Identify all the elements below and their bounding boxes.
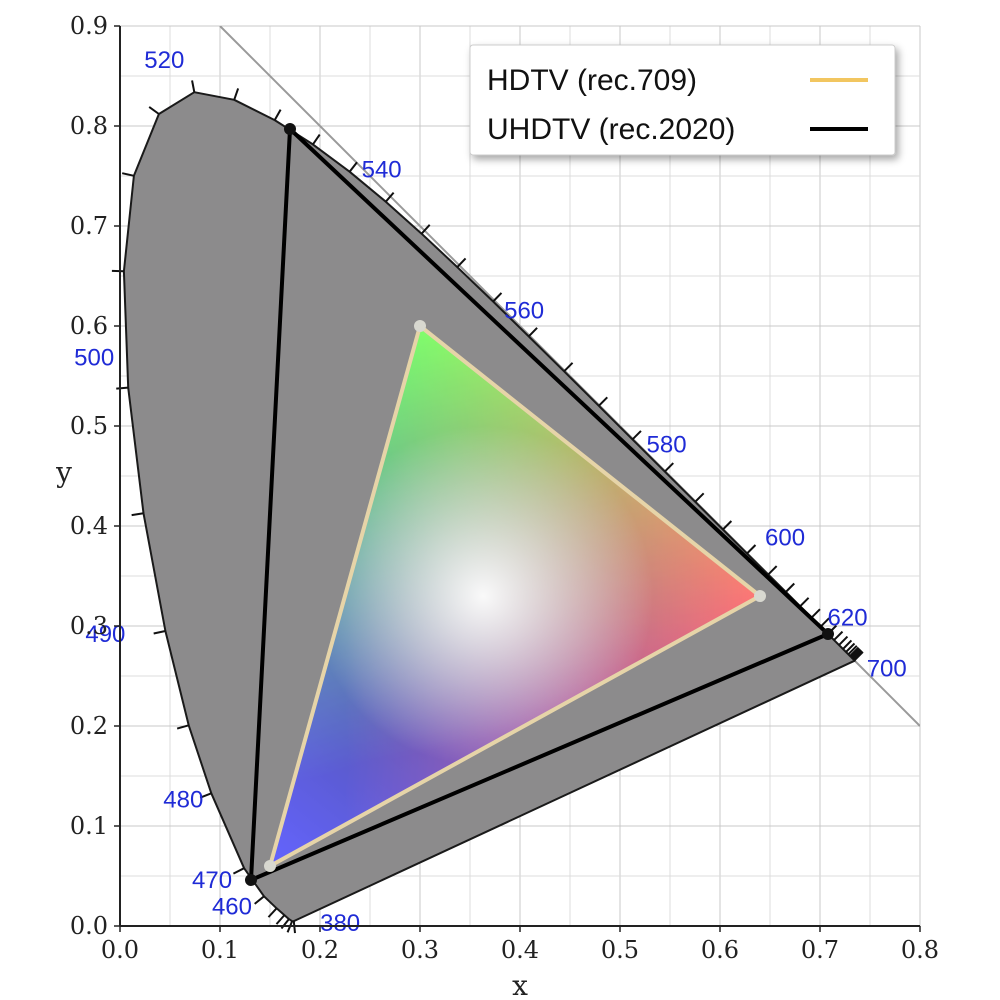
x-tick-label: 0.4 <box>501 936 539 964</box>
wavelength-label-520: 520 <box>144 47 184 74</box>
wavelength-tick <box>563 362 574 373</box>
wavelength-tick <box>819 617 830 628</box>
wavelength-tick <box>845 642 856 653</box>
wavelength-tick <box>348 161 358 173</box>
x-tick-label: 0.7 <box>801 936 839 964</box>
wavelength-tick <box>598 396 608 407</box>
x-tick-label: 0.5 <box>601 936 639 964</box>
hdtv-primary-point <box>414 320 426 332</box>
wavelength-tick <box>842 639 853 650</box>
uhdtv-primary-point <box>245 874 257 886</box>
wavelength-tick <box>527 327 538 338</box>
wavelength-tick <box>232 867 245 875</box>
x-tick-label: 0.1 <box>201 936 239 964</box>
gamut-series <box>245 123 834 886</box>
y-tick-label: 0.2 <box>70 712 108 740</box>
legend-label-uhdtv: UHDTV (rec.2020) <box>487 113 735 146</box>
wavelength-tick <box>767 565 778 576</box>
x-tick-label: 0.6 <box>701 936 739 964</box>
wavelength-tick <box>153 630 166 635</box>
wavelength-tick <box>116 386 129 390</box>
wavelength-tick <box>631 430 642 441</box>
uhdtv-primary-point <box>284 123 296 135</box>
wavelength-tick <box>191 80 196 93</box>
wavelength-tick <box>853 651 864 662</box>
x-axis-label: x <box>512 969 528 1000</box>
legend: HDTV (rec.709) UHDTV (rec.2020) <box>469 44 896 156</box>
wavelength-label-480: 480 <box>163 786 203 813</box>
wavelength-tick <box>850 647 861 658</box>
y-tick-label: 0.1 <box>70 812 108 840</box>
wavelength-tick <box>722 520 733 531</box>
wavelength-label-620: 620 <box>828 605 868 632</box>
y-tick-label: 0.3 <box>70 612 108 640</box>
wavelength-tick <box>694 492 705 503</box>
rec709-color-fill <box>270 326 760 866</box>
y-tick-label: 0.8 <box>70 112 108 140</box>
wavelength-label-600: 600 <box>765 525 805 552</box>
y-tick-label: 0.4 <box>70 512 108 540</box>
wavelength-tick <box>492 292 503 303</box>
wavelength-tick <box>131 512 144 517</box>
wavelength-label-540: 540 <box>362 157 402 184</box>
rec709-white-center <box>270 326 760 866</box>
wavelength-tick <box>121 172 135 177</box>
y-tick-label: 0.5 <box>70 412 108 440</box>
hdtv-gamut-triangle <box>268 324 762 868</box>
wavelength-tick <box>199 792 212 799</box>
y-tick-label: 0.6 <box>70 312 108 340</box>
y-tick-label: 0.9 <box>70 12 108 40</box>
wavelength-label-580: 580 <box>647 431 687 458</box>
wavelength-tick <box>275 914 286 925</box>
y-tick-label: 0.7 <box>70 212 108 240</box>
wavelength-tick <box>785 582 795 593</box>
wavelength-label-380: 380 <box>320 910 360 937</box>
wavelength-tick <box>849 646 860 657</box>
wavelength-tick <box>799 597 810 608</box>
y-axis-label: y <box>55 456 72 489</box>
uhdtv-gamut-triangle <box>249 127 830 882</box>
wavelength-tick <box>847 645 858 656</box>
wavelength-tick <box>254 895 265 905</box>
hdtv-primary-point <box>754 590 766 602</box>
wavelength-tick <box>456 257 467 268</box>
wavelength-tick <box>810 608 821 619</box>
wavelength-tick <box>273 109 282 121</box>
y-tick-label: 0.0 <box>70 912 108 940</box>
wavelength-tick <box>420 224 431 235</box>
wavelength-tick <box>664 462 674 473</box>
wavelength-tick <box>746 544 757 555</box>
uhdtv-primary-point <box>822 628 834 640</box>
wavelength-tick <box>267 907 278 918</box>
wavelength-tick <box>838 635 849 646</box>
axes: 0.0 0.1 0.2 0.3 0.4 0.5 0.6 0.7 0.8 0.0 0.1 0.2 0.3 0… <box>70 12 939 964</box>
wavelength-label-560: 560 <box>504 298 544 325</box>
wavelength-tick <box>385 191 395 203</box>
hdtv-primary-point <box>264 860 276 872</box>
x-tick-label: 0.2 <box>301 936 339 964</box>
wavelength-label-500: 500 <box>74 345 114 372</box>
wavelength-label-470: 470 <box>192 867 232 894</box>
wavelength-tick <box>176 724 189 730</box>
wavelength-ticks <box>111 80 864 934</box>
legend-box <box>469 44 896 156</box>
wavelength-label-460: 460 <box>212 893 252 920</box>
wavelength-tick <box>148 106 160 115</box>
x-tick-label: 0.3 <box>401 936 439 964</box>
wavelength-tick <box>833 630 844 641</box>
wavelength-tick <box>280 918 290 930</box>
x-tick-label: 0.0 <box>101 936 139 964</box>
wavelength-tick <box>233 88 240 101</box>
wavelength-label-700: 700 <box>867 656 907 683</box>
wavelength-tick <box>312 133 321 145</box>
x-tick-label: 0.8 <box>901 936 939 964</box>
wavelength-tick <box>292 921 296 934</box>
legend-label-hdtv: HDTV (rec.709) <box>487 64 697 97</box>
